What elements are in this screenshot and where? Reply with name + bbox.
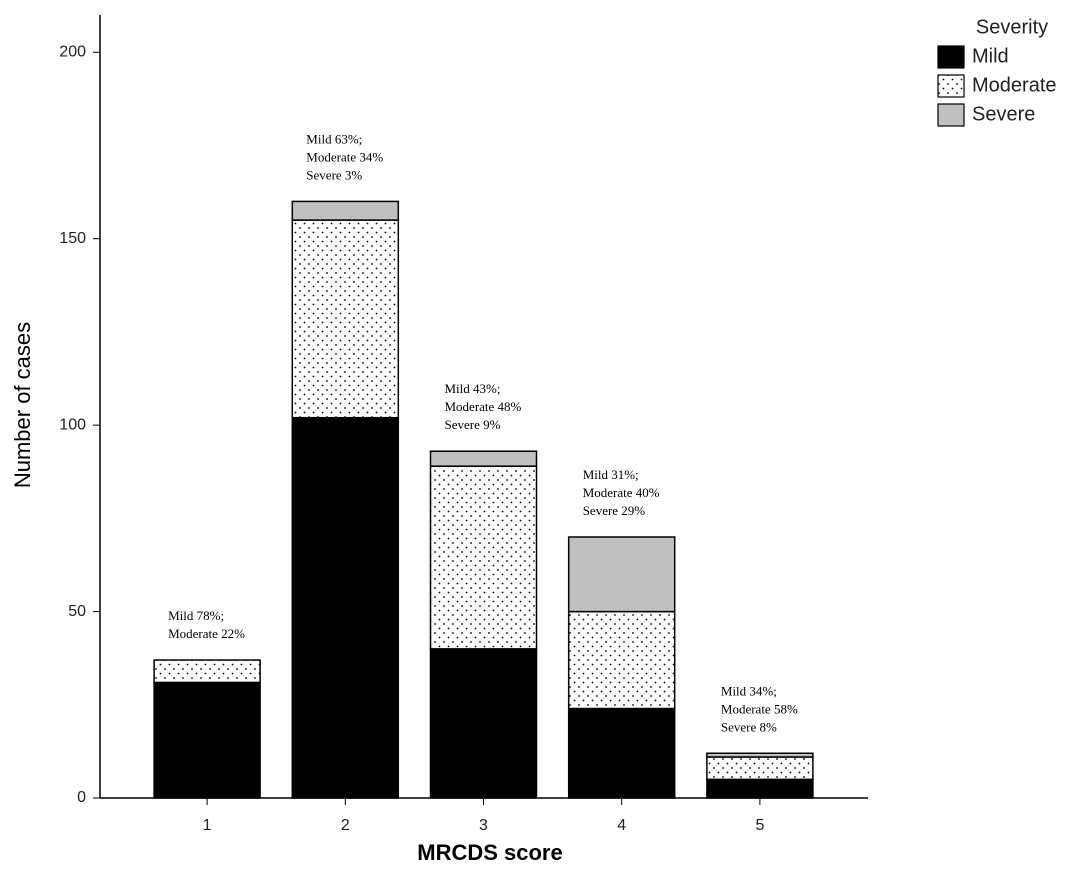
annotation: Moderate 48% xyxy=(445,399,522,414)
legend-swatch xyxy=(937,103,965,127)
bar-segment xyxy=(429,648,538,799)
bar-segment xyxy=(153,659,261,684)
legend-title: Severity xyxy=(976,16,1048,38)
y-tick-label: 100 xyxy=(59,416,86,433)
bar-segment xyxy=(429,465,538,650)
bar-segment xyxy=(567,536,676,613)
y-tick-label: 150 xyxy=(59,230,86,247)
y-tick-label: 50 xyxy=(68,603,86,620)
annotation: Mild 31%; xyxy=(583,467,639,482)
annotation: Moderate 22% xyxy=(168,626,245,641)
x-tick-label: 3 xyxy=(479,817,488,834)
legend-swatch xyxy=(937,74,965,98)
bar-segment xyxy=(567,707,676,799)
annotation: Mild 34%; xyxy=(721,683,777,698)
x-tick-label: 2 xyxy=(341,817,350,834)
annotation: Severe 3% xyxy=(306,167,362,182)
legend-label: Mild xyxy=(972,45,1009,67)
bar-segment xyxy=(706,752,814,758)
annotation: Severe 8% xyxy=(721,719,777,734)
annotation: Mild 43%; xyxy=(445,381,501,396)
bar-segment xyxy=(706,778,814,799)
y-axis-title: Number of cases xyxy=(10,322,35,488)
annotation: Moderate 40% xyxy=(583,485,660,500)
bar-segment xyxy=(153,681,261,799)
annotation: Severe 9% xyxy=(445,417,501,432)
annotation: Mild 78%; xyxy=(168,608,224,623)
bar-segment xyxy=(429,450,538,467)
bar-segment xyxy=(706,756,814,781)
legend-label: Severe xyxy=(972,103,1035,125)
legend-swatch xyxy=(937,45,965,69)
x-tick-label: 4 xyxy=(617,817,626,834)
annotation: Moderate 34% xyxy=(306,149,383,164)
annotation: Moderate 58% xyxy=(721,701,798,716)
annotation: Severe 29% xyxy=(583,503,646,518)
bar-segment xyxy=(291,219,400,419)
bar-segment xyxy=(291,416,400,799)
legend-label: Moderate xyxy=(972,74,1057,96)
x-axis-title: MRCDS score xyxy=(417,840,562,865)
bar-segment xyxy=(291,200,400,221)
annotation: Mild 63%; xyxy=(306,131,362,146)
y-tick-label: 0 xyxy=(77,789,86,806)
x-tick-label: 5 xyxy=(755,817,764,834)
x-tick-label: 1 xyxy=(203,817,212,834)
bar-segment xyxy=(567,610,676,710)
y-tick-label: 200 xyxy=(59,44,86,61)
